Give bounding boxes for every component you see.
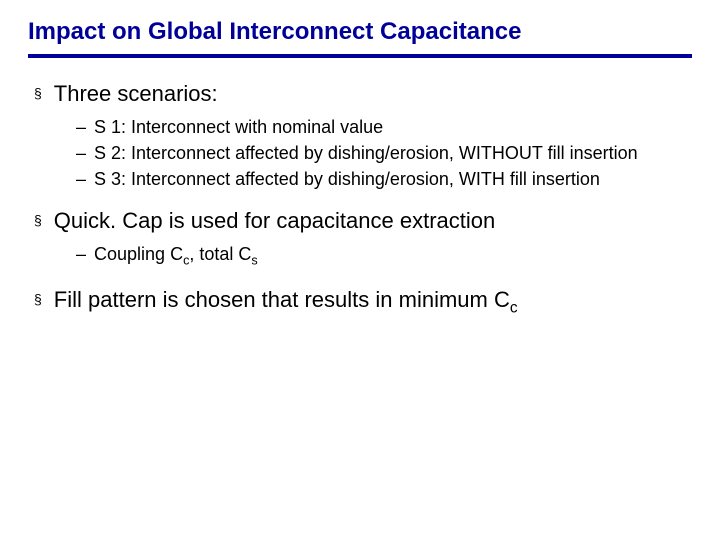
title-underline (28, 54, 692, 58)
bullet-marker-icon: § (34, 212, 42, 228)
dash-icon: – (76, 244, 86, 265)
dash-icon: – (76, 143, 86, 164)
sub-bullet-text: Coupling Cc, total Cs (94, 242, 258, 270)
sub-bullet-s3: – S 3: Interconnect affected by dishing/… (76, 167, 692, 191)
dash-icon: – (76, 169, 86, 190)
bullet-quickcap: § Quick. Cap is used for capacitance ext… (34, 207, 692, 236)
bullet-text: Three scenarios: (54, 80, 218, 109)
bullet-text: Quick. Cap is used for capacitance extra… (54, 207, 495, 236)
sub-bullet-text: S 1: Interconnect with nominal value (94, 115, 383, 139)
text-fill-pre: Fill pattern is chosen that results in m… (54, 287, 510, 312)
sub-bullet-s2: – S 2: Interconnect affected by dishing/… (76, 141, 692, 165)
text-coupling-mid: , total C (189, 244, 251, 264)
sub-bullet-text: S 3: Interconnect affected by dishing/er… (94, 167, 600, 191)
bullet-text: Fill pattern is chosen that results in m… (54, 286, 518, 318)
dash-icon: – (76, 117, 86, 138)
subscript-s: s (251, 254, 257, 268)
sub-bullet-coupling: – Coupling Cc, total Cs (76, 242, 692, 270)
sub-bullet-text: S 2: Interconnect affected by dishing/er… (94, 141, 638, 165)
bullet-scenarios: § Three scenarios: (34, 80, 692, 109)
text-coupling-pre: Coupling C (94, 244, 183, 264)
slide-title: Impact on Global Interconnect Capacitanc… (28, 18, 692, 46)
bullet-marker-icon: § (34, 85, 42, 101)
bullet-marker-icon: § (34, 291, 42, 307)
bullet-fillpattern: § Fill pattern is chosen that results in… (34, 286, 692, 318)
sub-bullet-s1: – S 1: Interconnect with nominal value (76, 115, 692, 139)
subscript-c: c (510, 299, 518, 316)
